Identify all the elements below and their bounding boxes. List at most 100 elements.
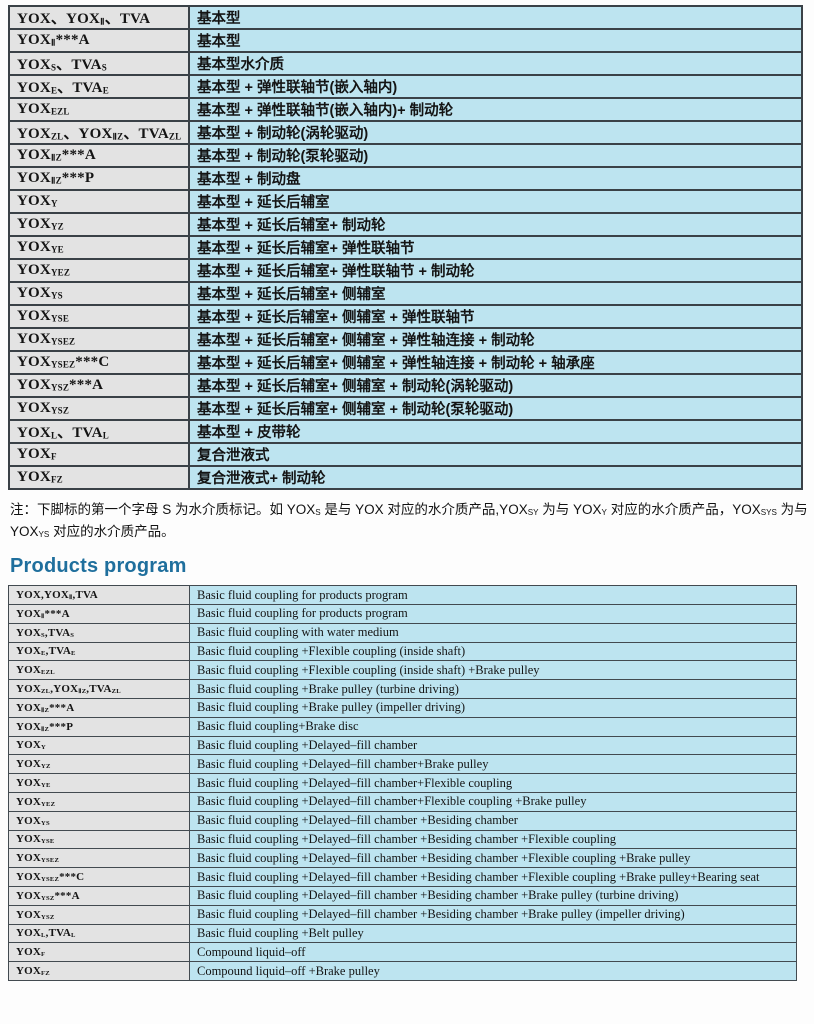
table-row: YOXYE 基本型 + 延长后辅室+ 弹性联轴节: [8, 235, 803, 260]
model-cell: YOXS、TVAS: [8, 51, 190, 76]
table-row: YOXⅡZ***P Basic fluid coupling+Brake disc: [8, 716, 797, 737]
model-cell: YOX,YOXⅡ,TVA: [8, 585, 190, 605]
description-cell: Basic fluid coupling +Flexible coupling …: [189, 641, 797, 662]
description-cell: Basic fluid coupling +Delayed–fill chamb…: [189, 829, 797, 850]
water-medium-note: 注：下脚标的第一个字母 S 为水介质标记。如 YOXS 是与 YOX 对应的水介…: [10, 502, 808, 539]
model-cell: YOXYZ: [8, 212, 190, 237]
table-row: YOXF 复合泄液式: [8, 442, 803, 467]
description-cell: 基本型: [188, 28, 803, 53]
model-cell: YOXE,TVAE: [8, 641, 190, 662]
description-cell: 基本型 + 制动轮(泵轮驱动): [188, 143, 803, 168]
table-row: YOX,YOXⅡ,TVA Basic fluid coupling for pro…: [8, 585, 797, 605]
description-cell: Basic fluid coupling +Brake pulley (impe…: [189, 697, 797, 718]
model-cell: YOXL,TVAL: [8, 923, 190, 944]
table-row: YOXYS 基本型 + 延长后辅室+ 侧辅室: [8, 281, 803, 306]
table-row: YOXⅡZ***P 基本型 + 制动盘: [8, 166, 803, 191]
description-cell: Basic fluid coupling +Delayed–fill chamb…: [189, 867, 797, 887]
en-products-table: YOX,YOXⅡ,TVA Basic fluid coupling for pro…: [8, 585, 797, 981]
model-cell: YOXYEZ: [8, 258, 190, 283]
model-cell: YOXYZ: [8, 754, 190, 775]
table-row: YOXⅡ***A 基本型: [8, 28, 803, 53]
table-row: YOXYS Basic fluid coupling +Delayed–fill …: [8, 810, 797, 831]
description-cell: 基本型 + 延长后辅室+ 侧辅室 + 弹性联轴节: [188, 304, 803, 329]
table-row: YOXYSZ 基本型 + 延长后辅室+ 侧辅室 + 制动轮(泵轮驱动): [8, 396, 803, 421]
description-cell: Basic fluid coupling +Flexible coupling …: [189, 660, 797, 681]
description-cell: Basic fluid coupling for products progra…: [189, 585, 797, 605]
description-cell: 基本型 + 延长后辅室+ 弹性联轴节: [188, 235, 803, 260]
table-row: YOXL、TVAL 基本型 + 皮带轮: [8, 419, 803, 444]
description-cell: Basic fluid coupling +Delayed–fill chamb…: [189, 791, 797, 812]
table-row: YOXE,TVAE Basic fluid coupling +Flexible …: [8, 641, 797, 662]
table-row: YOXFZ Compound liquid–off +Brake pulley: [8, 961, 797, 981]
model-cell: YOXYE: [8, 773, 190, 793]
description-cell: 基本型 + 延长后辅室+ 制动轮: [188, 212, 803, 237]
model-cell: YOXYSE: [8, 829, 190, 850]
model-cell: YOXYSEZ: [8, 848, 190, 869]
model-cell: YOXFZ: [8, 961, 190, 981]
table-row: YOXYSEZ 基本型 + 延长后辅室+ 侧辅室 + 弹性轴连接 + 制动轮: [8, 327, 803, 352]
description-cell: Basic fluid coupling with water medium: [189, 622, 797, 643]
model-cell: YOXF: [8, 442, 190, 467]
model-cell: YOXYSEZ***C: [8, 867, 190, 887]
table-row: YOXYZ 基本型 + 延长后辅室+ 制动轮: [8, 212, 803, 237]
table-row: YOXY Basic fluid coupling +Delayed–fill c…: [8, 735, 797, 756]
table-row: YOXS、TVAS 基本型水介质: [8, 51, 803, 76]
model-cell: YOXEZL: [8, 97, 190, 122]
model-cell: YOXL、TVAL: [8, 419, 190, 444]
description-cell: 基本型 + 延长后辅室+ 侧辅室 + 弹性轴连接 + 制动轮: [188, 327, 803, 352]
description-cell: 基本型 + 延长后辅室: [188, 189, 803, 214]
model-cell: YOXYE: [8, 235, 190, 260]
table-row: YOXYSZ***A Basic fluid coupling +Delayed–…: [8, 885, 797, 906]
model-cell: YOXYS: [8, 810, 190, 831]
description-cell: 基本型 + 制动轮(涡轮驱动): [188, 120, 803, 145]
description-cell: 复合泄液式: [188, 442, 803, 467]
description-cell: 基本型水介质: [188, 51, 803, 76]
model-cell: YOXZL、YOXⅡZ、TVAZL: [8, 120, 190, 145]
table-row: YOXFZ 复合泄液式+ 制动轮: [8, 465, 803, 490]
products-program-heading: Products program: [10, 555, 187, 578]
table-row: YOXYZ Basic fluid coupling +Delayed–fill …: [8, 754, 797, 775]
table-row: YOXYSEZ***C Basic fluid coupling +Delayed…: [8, 867, 797, 887]
description-cell: 基本型 + 制动盘: [188, 166, 803, 191]
table-row: YOXS,TVAS Basic fluid coupling with water…: [8, 622, 797, 643]
model-cell: YOXEZL: [8, 660, 190, 681]
cn-products-table: YOX、YOXⅡ、TVA 基本型 YOXⅡ***A 基本型 YOXS、TVAS 基本型水介…: [8, 5, 803, 490]
table-row: YOXⅡZ***A Basic fluid coupling +Brake pul…: [8, 697, 797, 718]
description-cell: Basic fluid coupling +Delayed–fill chamb…: [189, 735, 797, 756]
description-cell: 基本型 + 弹性联轴节(嵌入轴内)+ 制动轮: [188, 97, 803, 122]
cn-products-table-body: YOX、YOXⅡ、TVA 基本型 YOXⅡ***A 基本型 YOXS、TVAS 基本型水介…: [8, 5, 803, 490]
table-row: YOXE、TVAE 基本型 + 弹性联轴节(嵌入轴内): [8, 74, 803, 99]
description-cell: Basic fluid coupling +Brake pulley (turb…: [189, 679, 797, 699]
description-cell: Basic fluid coupling+Brake disc: [189, 716, 797, 737]
model-cell: YOXS,TVAS: [8, 622, 190, 643]
model-cell: YOXYSZ***A: [8, 373, 190, 398]
description-cell: Basic fluid coupling +Delayed–fill chamb…: [189, 848, 797, 869]
table-row: YOXYSZ Basic fluid coupling +Delayed–fill…: [8, 904, 797, 925]
model-cell: YOXYSEZ***C: [8, 350, 190, 375]
model-cell: YOXYSEZ: [8, 327, 190, 352]
description-cell: 基本型 + 弹性联轴节(嵌入轴内): [188, 74, 803, 99]
table-row: YOXⅡZ***A 基本型 + 制动轮(泵轮驱动): [8, 143, 803, 168]
description-cell: Compound liquid–off: [189, 942, 797, 963]
description-cell: Basic fluid coupling +Delayed–fill chamb…: [189, 773, 797, 793]
table-row: YOXYSE 基本型 + 延长后辅室+ 侧辅室 + 弹性联轴节: [8, 304, 803, 329]
model-cell: YOXYSZ***A: [8, 885, 190, 906]
description-cell: Basic fluid coupling +Delayed–fill chamb…: [189, 810, 797, 831]
catalog-page: YOX、YOXⅡ、TVA 基本型 YOXⅡ***A 基本型 YOXS、TVAS 基本型水介…: [8, 5, 808, 981]
table-row: YOXEZL 基本型 + 弹性联轴节(嵌入轴内)+ 制动轮: [8, 97, 803, 122]
model-cell: YOXⅡ***A: [8, 28, 190, 53]
model-cell: YOXE、TVAE: [8, 74, 190, 99]
description-cell: Basic fluid coupling +Delayed–fill chamb…: [189, 904, 797, 925]
table-row: YOXYEZ Basic fluid coupling +Delayed–fill…: [8, 791, 797, 812]
table-row: YOXYSZ***A 基本型 + 延长后辅室+ 侧辅室 + 制动轮(涡轮驱动): [8, 373, 803, 398]
table-row: YOXZL,YOXⅡZ,TVAZL Basic fluid coupling +B…: [8, 679, 797, 699]
model-cell: YOXⅡZ***P: [8, 716, 190, 737]
description-cell: 复合泄液式+ 制动轮: [188, 465, 803, 490]
description-cell: 基本型: [188, 5, 803, 30]
en-products-table-body: YOX,YOXⅡ,TVA Basic fluid coupling for pro…: [8, 585, 797, 981]
table-row: YOXYSEZ Basic fluid coupling +Delayed–fil…: [8, 848, 797, 869]
table-row: YOXYE Basic fluid coupling +Delayed–fill …: [8, 773, 797, 793]
model-cell: YOXⅡZ***A: [8, 143, 190, 168]
model-cell: YOXⅡZ***P: [8, 166, 190, 191]
description-cell: 基本型 + 皮带轮: [188, 419, 803, 444]
